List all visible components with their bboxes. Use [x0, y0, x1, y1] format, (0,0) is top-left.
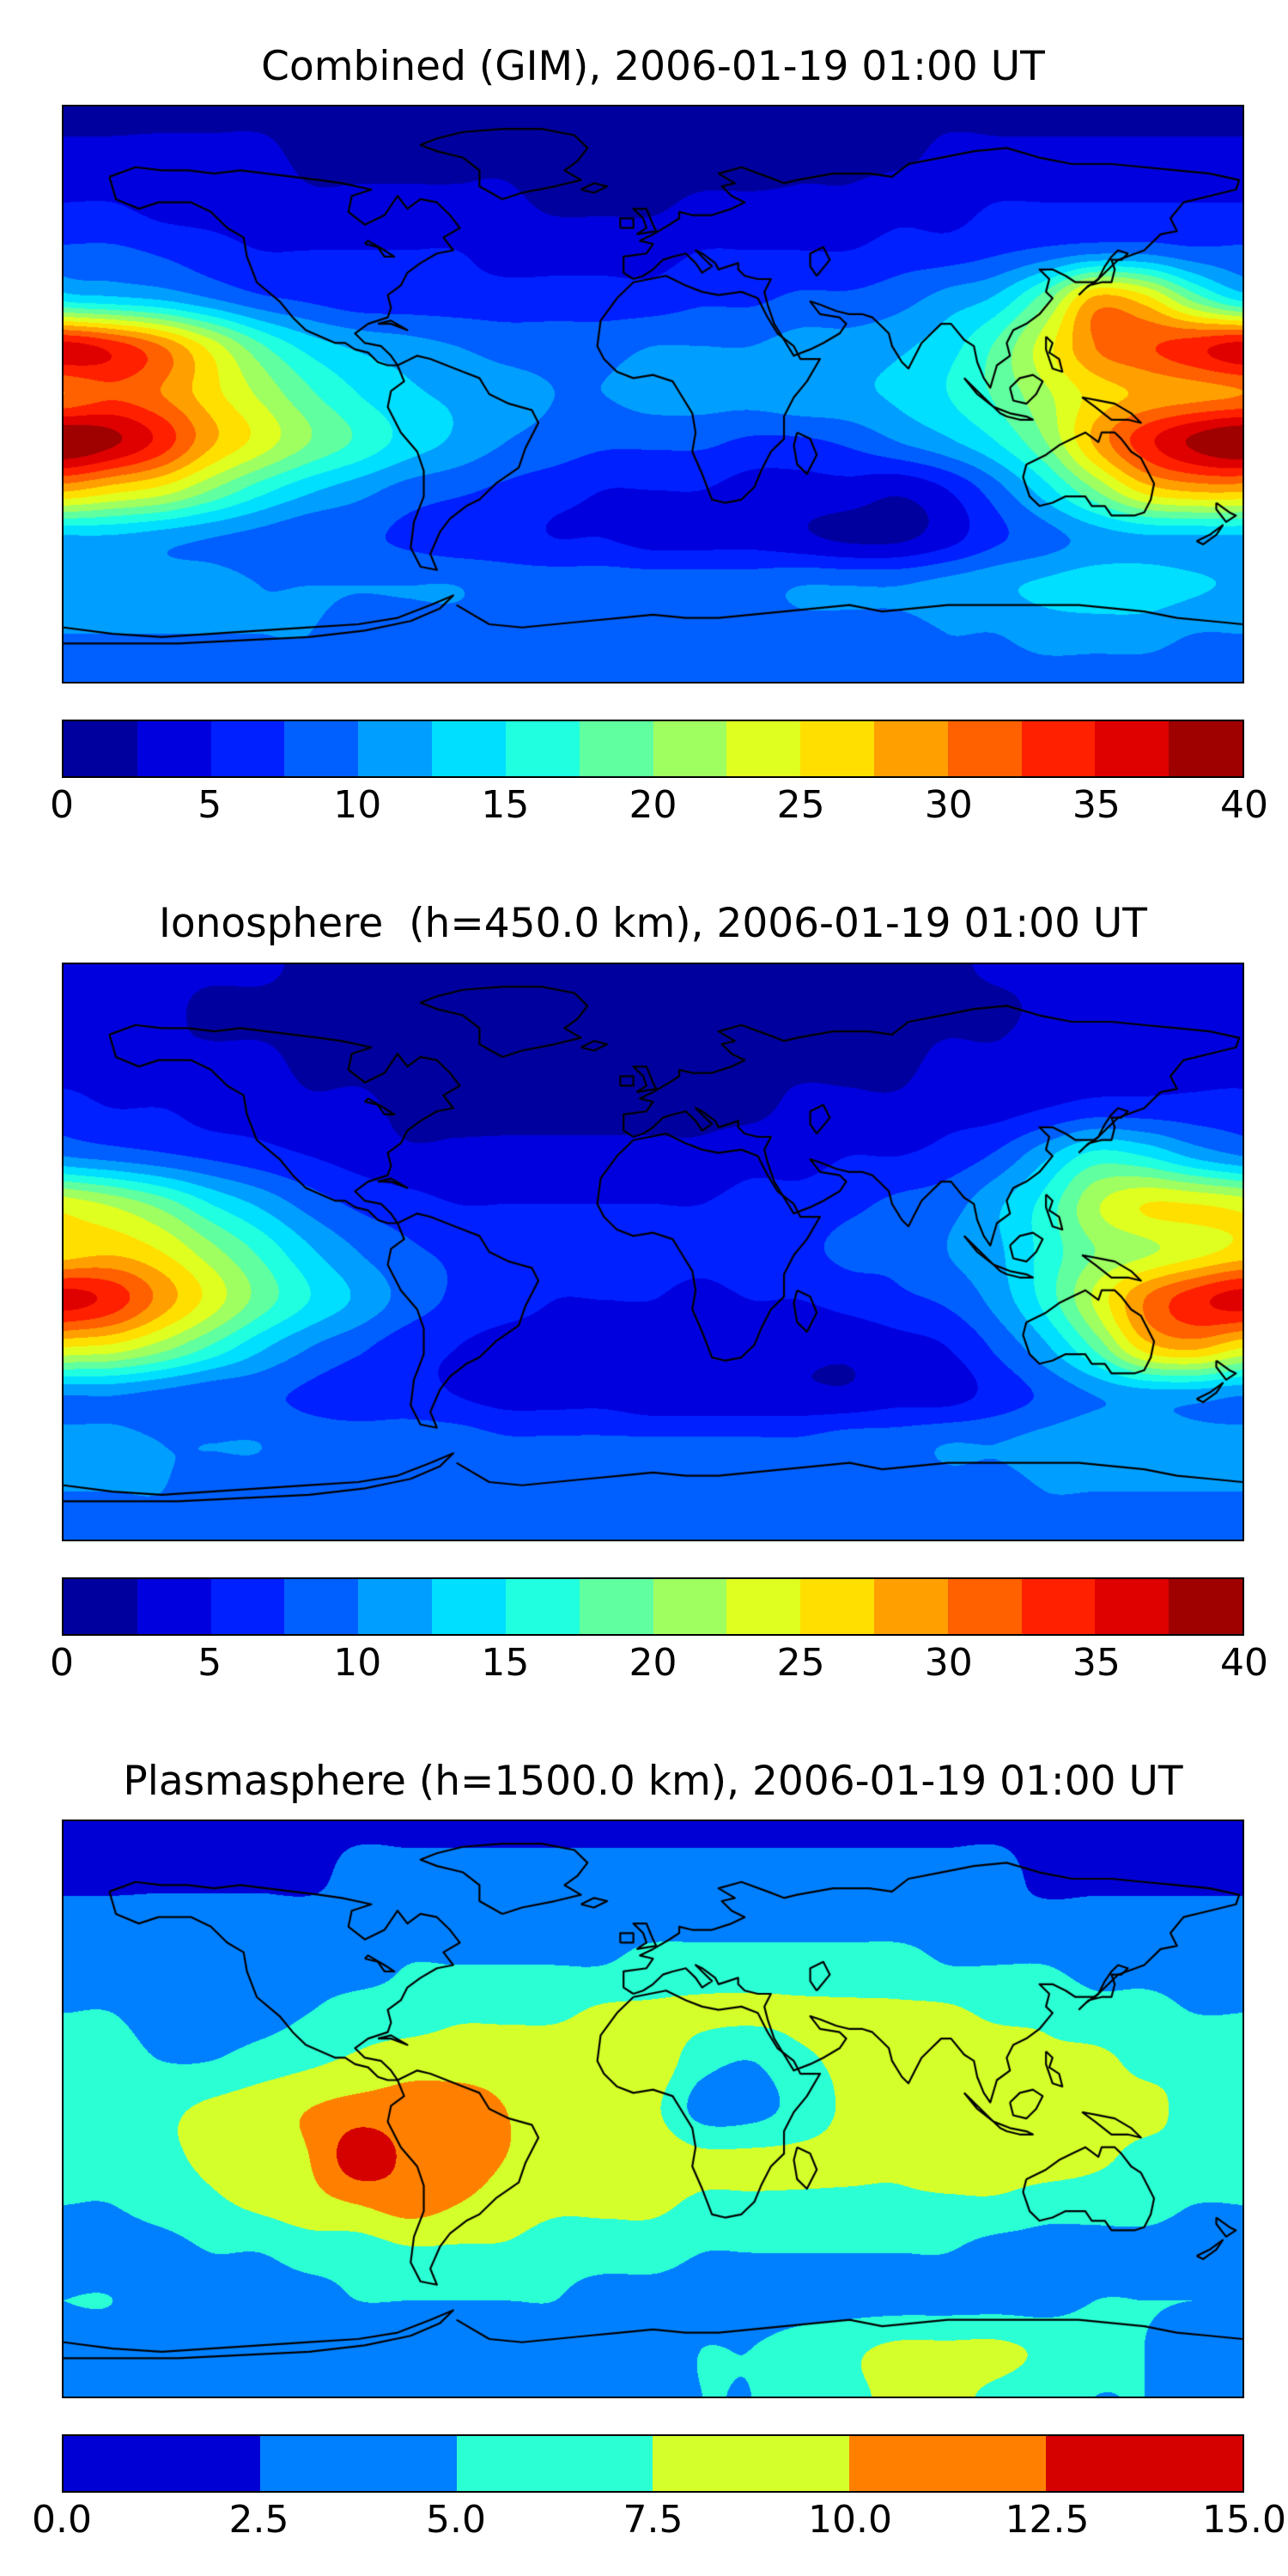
- colorbar-segment: [947, 1578, 1022, 1634]
- world-map-combined: [62, 105, 1244, 684]
- panel-combined-gim: Combined (GIM), 2006-01-19 01:00 UT 0 5 10…: [0, 0, 1288, 828]
- colorbar-tick-label: 35: [1072, 1640, 1121, 1685]
- colorbar-tick-label: 10: [333, 783, 382, 828]
- colorbar-segment: [432, 721, 506, 777]
- colorbar-segment: [210, 1578, 285, 1634]
- colorbar-tick-label: 20: [629, 783, 677, 828]
- colorbar-segment: [137, 1578, 211, 1634]
- colorbar-ticks-ionosphere: 0 5 10 15 20 25 30 35 40: [50, 1636, 1268, 1686]
- world-map-plasmasphere: [62, 1820, 1244, 2399]
- colorbar-plasmasphere: [62, 2434, 1244, 2494]
- world-map-ionosphere: [62, 962, 1244, 1541]
- colorbar-tick-label: 25: [776, 1640, 825, 1685]
- colorbar-segment: [653, 2436, 850, 2492]
- colorbar-segment: [579, 1578, 653, 1634]
- colorbar-segment: [653, 721, 727, 777]
- colorbar-segment: [64, 721, 137, 777]
- colorbar-tick-label: 40: [1220, 783, 1268, 828]
- colorbar-tick-label: 5: [197, 783, 222, 828]
- colorbar-tick-label: 15: [481, 1640, 530, 1685]
- colorbar-tick-label: 35: [1072, 783, 1121, 828]
- colorbar-ticks-plasmasphere: 0.0 2.5 5.0 7.5 10.0 12.5 15.0: [32, 2493, 1286, 2543]
- colorbar-segment: [358, 1578, 433, 1634]
- colorbar-tick-label: 15.0: [1202, 2498, 1286, 2543]
- colorbar-tick-label: 0.0: [32, 2498, 92, 2543]
- colorbar-segment: [284, 1578, 359, 1634]
- world-map-canvas-combined: [64, 106, 1242, 683]
- colorbar-segment: [800, 1578, 874, 1634]
- colorbar-segment: [259, 2436, 457, 2492]
- colorbar-segment: [456, 2436, 653, 2492]
- colorbar-segment: [1046, 2436, 1242, 2492]
- colorbar-segment: [210, 721, 285, 777]
- colorbar-combined: [62, 720, 1244, 779]
- colorbar-segment: [1169, 1578, 1242, 1634]
- colorbar-tick-label: 10.0: [808, 2498, 892, 2543]
- colorbar-tick-label: 30: [924, 1640, 973, 1685]
- colorbar-segment: [726, 1578, 801, 1634]
- colorbar-segment: [1021, 721, 1096, 777]
- colorbar-segment: [947, 721, 1022, 777]
- colorbar-segment: [64, 2436, 260, 2492]
- colorbar-segment: [1095, 1578, 1170, 1634]
- colorbar-tick-label: 5: [197, 1640, 222, 1685]
- colorbar-segment: [873, 1578, 948, 1634]
- panel-title-combined: Combined (GIM), 2006-01-19 01:00 UT: [261, 43, 1045, 90]
- colorbar-tick-label: 5.0: [426, 2498, 486, 2543]
- panel-ionosphere: Ionosphere (h=450.0 km), 2006-01-19 01:0…: [0, 828, 1288, 1685]
- colorbar-tick-label: 0: [50, 783, 74, 828]
- colorbar-segment: [1095, 721, 1170, 777]
- colorbar-tick-label: 2.5: [228, 2498, 289, 2543]
- colorbar-segment: [505, 721, 580, 777]
- panel-plasmasphere: Plasmasphere (h=1500.0 km), 2006-01-19 0…: [0, 1686, 1288, 2543]
- colorbar-tick-label: 12.5: [1005, 2498, 1090, 2543]
- colorbar-tick-label: 15: [481, 783, 530, 828]
- colorbar-segment: [1169, 721, 1242, 777]
- colorbar-tick-label: 30: [924, 783, 973, 828]
- colorbar-tick-label: 0: [50, 1640, 74, 1685]
- colorbar-segment: [284, 721, 359, 777]
- world-map-canvas-ionosphere: [64, 963, 1242, 1540]
- colorbar-tick-label: 25: [776, 783, 825, 828]
- colorbar-ionosphere: [62, 1577, 1244, 1636]
- colorbar-segment: [137, 721, 211, 777]
- colorbar-segment: [1021, 1578, 1096, 1634]
- colorbar-segment: [64, 1578, 137, 1634]
- colorbar-segment: [432, 1578, 506, 1634]
- colorbar-segment: [579, 721, 653, 777]
- colorbar-ticks-combined: 0 5 10 15 20 25 30 35 40: [50, 778, 1268, 828]
- colorbar-segment: [726, 721, 801, 777]
- colorbar-tick-label: 10: [333, 1640, 382, 1685]
- colorbar-segment: [800, 721, 874, 777]
- colorbar-tick-label: 20: [629, 1640, 677, 1685]
- colorbar-tick-label: 40: [1220, 1640, 1268, 1685]
- colorbar-segment: [358, 721, 433, 777]
- colorbar-segment: [505, 1578, 580, 1634]
- panel-title-plasmasphere: Plasmasphere (h=1500.0 km), 2006-01-19 0…: [123, 1757, 1183, 1805]
- world-map-canvas-plasmasphere: [64, 1821, 1242, 2397]
- panel-title-ionosphere: Ionosphere (h=450.0 km), 2006-01-19 01:0…: [158, 900, 1148, 948]
- colorbar-segment: [653, 1578, 727, 1634]
- colorbar-segment: [849, 2436, 1047, 2492]
- colorbar-segment: [873, 721, 948, 777]
- colorbar-tick-label: 7.5: [623, 2498, 683, 2543]
